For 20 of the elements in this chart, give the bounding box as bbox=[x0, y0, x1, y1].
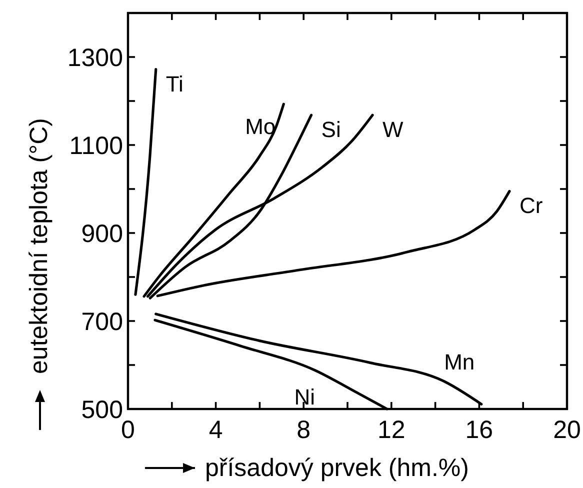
x-tick-label: 4 bbox=[208, 416, 223, 444]
x-tick-label: 16 bbox=[465, 416, 494, 444]
x-tick-label: 20 bbox=[553, 416, 581, 444]
series-label: Mn bbox=[444, 349, 475, 374]
x-tick-label: 0 bbox=[121, 416, 135, 444]
series-label: Ni bbox=[294, 384, 316, 410]
series-label: Mo bbox=[245, 114, 276, 140]
y-tick-label: 1100 bbox=[69, 132, 123, 160]
x-tick-label: 12 bbox=[377, 416, 406, 444]
y-tick-label: 1300 bbox=[67, 44, 123, 72]
x-tick-label: 8 bbox=[296, 416, 311, 444]
y-tick-label: 700 bbox=[81, 308, 123, 336]
y-tick-label: 900 bbox=[81, 220, 123, 248]
y-axis-title: eutektoidní teplota (°C) bbox=[25, 118, 53, 374]
y-tick-label: 500 bbox=[81, 396, 123, 424]
series-label: Si bbox=[321, 117, 341, 142]
x-axis-title: přísadový prvek (hm.%) bbox=[205, 454, 469, 482]
legend-label: Cr bbox=[519, 193, 543, 218]
series-label: W bbox=[382, 117, 404, 142]
series-label: Ti bbox=[166, 71, 184, 96]
